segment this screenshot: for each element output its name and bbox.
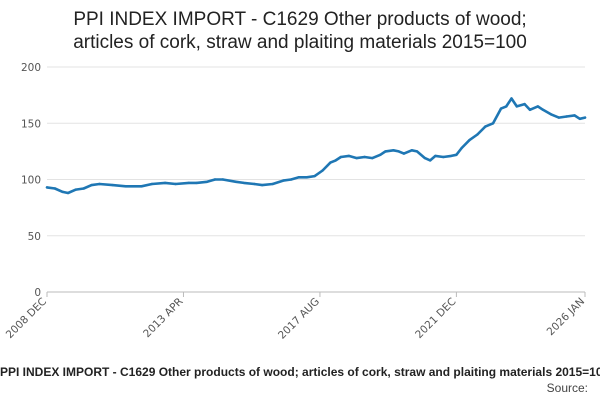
data-point (163, 181, 167, 185)
source-label: Source: (546, 381, 588, 395)
chart-title-line-1: PPI INDEX IMPORT - C1629 Other products … (73, 9, 527, 30)
x-tick-label: 2017 AUG (276, 296, 322, 342)
data-point (523, 102, 526, 106)
data-point (484, 125, 487, 128)
data-point (221, 178, 224, 181)
chart-title-line-2: articles of cork, straw and plaiting mat… (73, 32, 527, 53)
data-point (363, 155, 366, 159)
x-tick-label: 2008 DEC (4, 296, 49, 341)
data-point (305, 176, 308, 179)
data-point (66, 191, 70, 195)
legend: PPI INDEX IMPORT - C1629 Other products … (0, 365, 600, 379)
data-point (90, 183, 93, 187)
y-axis: 0 50 100 150 200 (21, 62, 41, 299)
data-point (271, 182, 274, 186)
data-point (174, 182, 177, 186)
data-point (460, 146, 463, 150)
data-point (410, 149, 413, 152)
data-point (74, 188, 78, 191)
data-point (53, 187, 57, 190)
data-point (205, 180, 209, 183)
legend-series-name: PPI INDEX IMPORT - C1629 Other products … (0, 365, 600, 379)
data-point (355, 156, 358, 160)
data-point (578, 117, 581, 121)
data-point (528, 108, 532, 112)
data-point (429, 159, 432, 162)
data-point (339, 155, 343, 159)
data-point (297, 176, 301, 179)
data-point (468, 138, 471, 142)
data-point (557, 116, 560, 119)
y-tick-label: 0 (34, 287, 41, 299)
data-point (371, 156, 374, 160)
data-point (423, 156, 427, 160)
chart-title: PPI INDEX IMPORT - C1629 Other products … (0, 8, 600, 54)
data-point (392, 149, 395, 152)
data-point (510, 97, 513, 100)
y-tick-label: 50 (28, 231, 41, 243)
data-point (402, 152, 406, 155)
data-point (549, 113, 553, 116)
data-point (111, 183, 114, 187)
data-point (234, 180, 238, 183)
data-point (505, 105, 508, 108)
data-point (329, 161, 332, 164)
data-point (253, 182, 256, 186)
data-point (379, 153, 382, 156)
data-point (213, 178, 217, 181)
x-axis: 2008 DEC 2013 APR 2017 AUG 2021 DEC 2026 JAN (4, 292, 587, 342)
data-point (45, 186, 49, 189)
data-point (195, 181, 198, 185)
data-point (565, 115, 568, 118)
data-point (334, 159, 337, 162)
data-point (476, 133, 479, 136)
data-point (515, 105, 518, 108)
y-tick-label: 100 (21, 175, 41, 187)
data-point (397, 150, 400, 153)
data-point (536, 105, 539, 108)
data-point (140, 185, 143, 188)
data-point (434, 154, 437, 158)
data-point (242, 181, 245, 185)
x-tick-label: 2021 DEC (413, 296, 458, 341)
data-point (98, 182, 101, 186)
data-point (583, 116, 587, 119)
data-point (573, 114, 576, 117)
series-line (45, 97, 587, 195)
data-point (261, 183, 264, 187)
data-point (150, 182, 154, 186)
data-point (415, 150, 419, 153)
data-point (289, 178, 293, 181)
y-tick-label: 150 (21, 118, 41, 130)
series-layer (45, 97, 587, 195)
data-point (347, 154, 350, 158)
data-point (82, 187, 85, 190)
y-tick-label: 200 (21, 62, 41, 74)
data-point (491, 122, 495, 125)
x-tick-label: 2026 JAN (545, 296, 587, 338)
data-point (282, 179, 285, 182)
data-point (499, 107, 503, 110)
x-tick-label: 2013 APR (141, 296, 185, 340)
data-point (455, 153, 458, 156)
data-point (442, 155, 445, 159)
data-point (384, 150, 387, 153)
data-point (124, 185, 127, 188)
data-point (541, 108, 545, 112)
gridlines (47, 66, 585, 293)
data-point (450, 154, 453, 158)
data-point (187, 181, 190, 185)
data-point (61, 190, 64, 194)
data-point (321, 169, 324, 172)
data-point (313, 174, 316, 178)
